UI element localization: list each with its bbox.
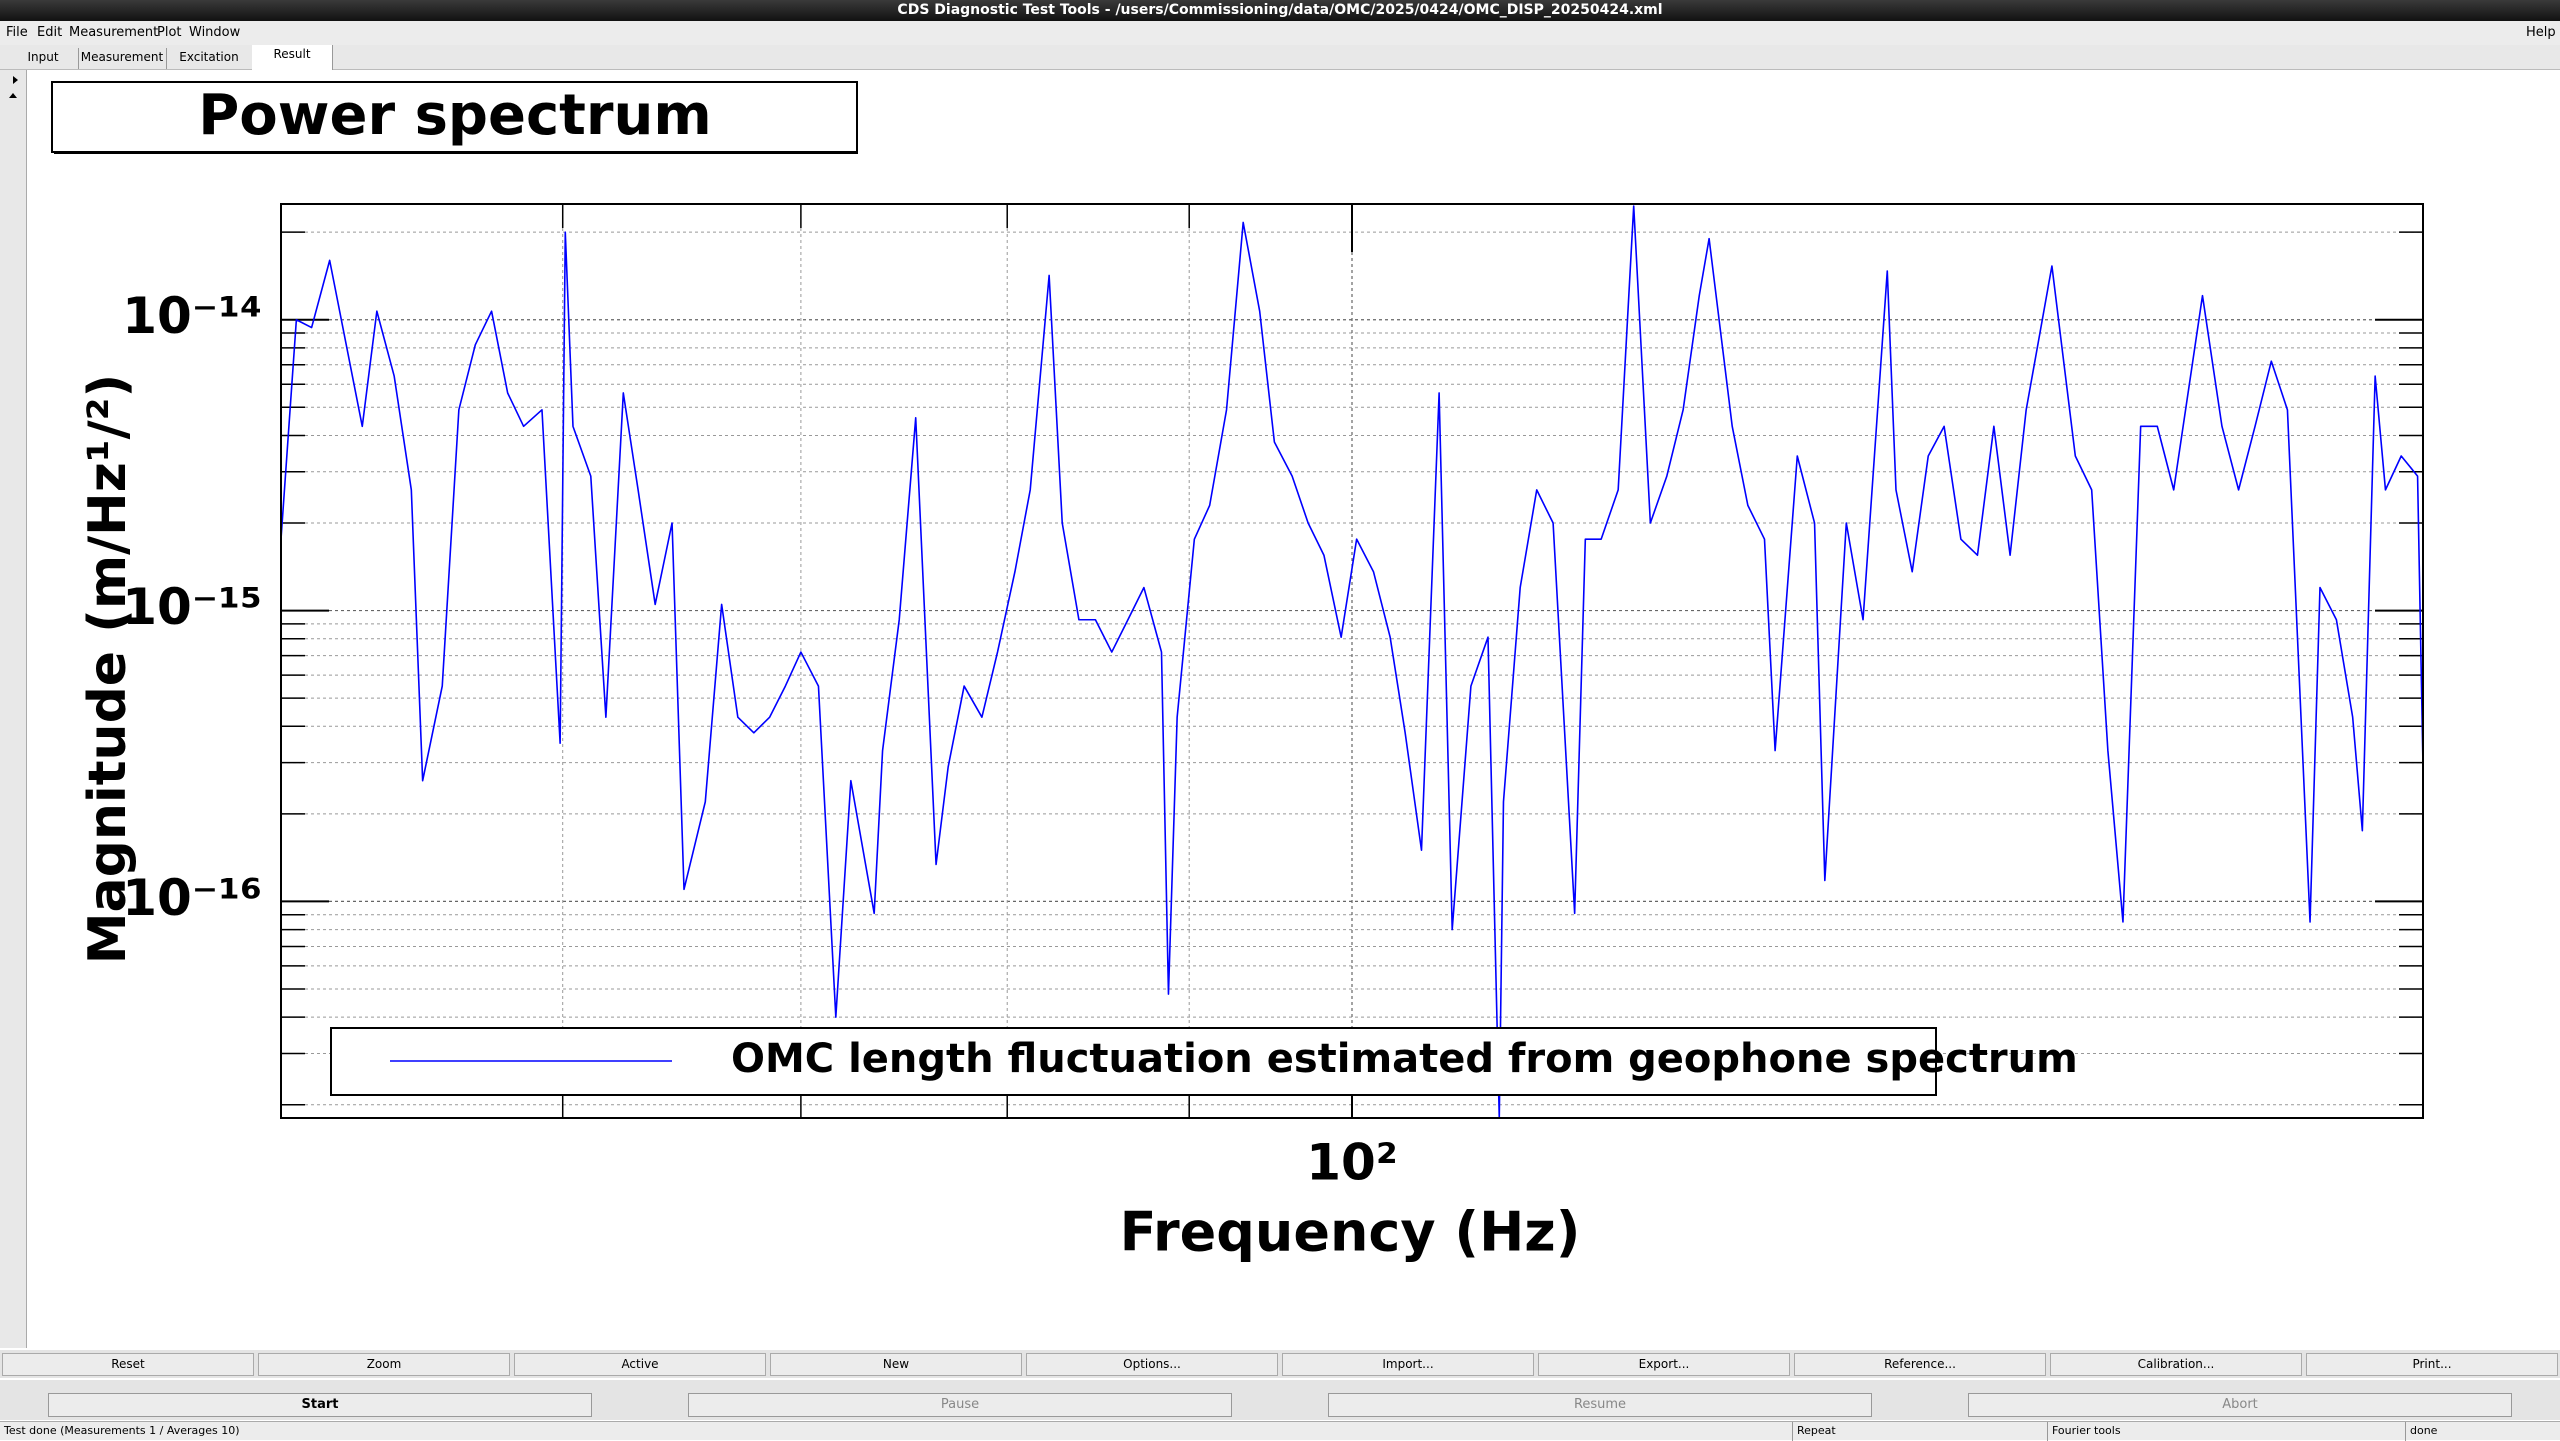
chart: Power spectrum 10⁻¹⁶ 10⁻¹⁵ 10⁻¹⁴ 10² OMC le…: [51, 81, 2424, 1264]
menu-item[interactable]: Measurement: [69, 25, 159, 40]
window-title: CDS Diagnostic Test Tools - /users/Commi…: [0, 0, 2560, 21]
menu-item[interactable]: Help: [2526, 25, 2556, 40]
grid: 10⁻¹⁶ 10⁻¹⁵ 10⁻¹⁴ 10²: [122, 204, 2423, 1192]
menu-item[interactable]: Window: [189, 25, 241, 40]
legend-label: OMC length fluctuation estimated from ge…: [731, 1036, 2078, 1082]
button[interactable]: Reset: [2, 1353, 254, 1376]
status-text: done: [2410, 1424, 2438, 1437]
tab[interactable]: Input: [8, 48, 79, 69]
x-tick-label: 10²: [1306, 1134, 1397, 1192]
tab[interactable]: Measurement: [78, 48, 167, 69]
menu-item[interactable]: Plot: [157, 25, 182, 40]
status-bar: Test done (Measurements 1 / Averages 10)…: [0, 1421, 2560, 1441]
tab[interactable]: Result: [252, 45, 333, 70]
status-text: Repeat: [1797, 1424, 1836, 1437]
status-text: Fourier tools: [2052, 1424, 2121, 1437]
button[interactable]: Calibration...: [2050, 1353, 2302, 1376]
status-text: Test done (Measurements 1 / Averages 10): [4, 1424, 240, 1437]
y-tick-label: 10⁻¹⁴: [122, 287, 262, 345]
control-button[interactable]: Abort: [1968, 1393, 2512, 1417]
control-button[interactable]: Pause: [688, 1393, 1232, 1417]
separator: [2047, 1422, 2048, 1441]
y-axis-label: Magnitude (m/Hz¹/²): [78, 374, 138, 964]
chart-title: Power spectrum: [198, 83, 712, 148]
menu-item[interactable]: Edit: [37, 25, 63, 40]
button-row: Reset Zoom Active New Options... Import... Exp…: [0, 1350, 2560, 1378]
legend: OMC length fluctuation estimated from ge…: [390, 1036, 2078, 1082]
spectrum-line: [280, 205, 2424, 1119]
side-strip: [0, 70, 27, 1348]
x-axis-label: Frequency (Hz): [1120, 1201, 1581, 1264]
y-tick-label: 10⁻¹⁵: [122, 578, 262, 636]
button[interactable]: Reference...: [1794, 1353, 2046, 1376]
scroll-arrows: [9, 76, 18, 98]
menu-item[interactable]: File: [6, 25, 28, 40]
data-layer: [280, 205, 2424, 1119]
title-box: [51, 81, 858, 153]
button[interactable]: Active: [514, 1353, 766, 1376]
button[interactable]: Options...: [1026, 1353, 1278, 1376]
tab-bar: Input Measurement Excitation Result: [0, 45, 2560, 70]
tab[interactable]: Excitation: [166, 48, 253, 69]
button[interactable]: Export...: [1538, 1353, 1790, 1376]
button[interactable]: New: [770, 1353, 1022, 1376]
control-button[interactable]: Resume: [1328, 1393, 1872, 1417]
separator: [1792, 1422, 1793, 1441]
y-tick-label: 10⁻¹⁶: [122, 869, 262, 927]
button[interactable]: Print...: [2306, 1353, 2558, 1376]
menu-bar: File Edit Measurement Plot Window Help: [0, 21, 2560, 45]
plot-frame: [280, 203, 2424, 1119]
control-button[interactable]: Start: [48, 1393, 592, 1417]
button[interactable]: Import...: [1282, 1353, 1534, 1376]
button[interactable]: Zoom: [258, 1353, 510, 1376]
control-row: Start Pause Resume Abort: [0, 1380, 2560, 1420]
separator: [2405, 1422, 2406, 1441]
